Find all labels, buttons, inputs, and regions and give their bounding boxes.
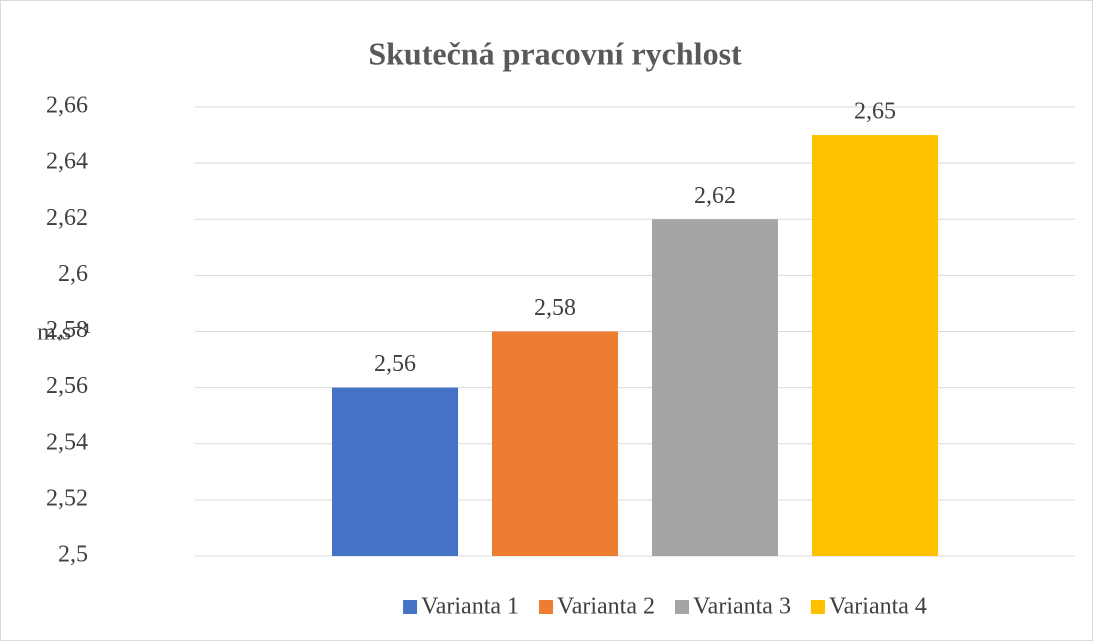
y-tick-label: 2,56 [46,373,88,399]
legend-swatch [539,600,554,614]
bar [492,331,619,556]
y-tick-label: 2,58 [46,317,88,343]
y-tick-label: 2,5 [58,542,88,568]
bar [651,219,778,556]
y-tick-label: 2,64 [46,149,88,175]
y-tick-label: 2,6 [58,261,88,287]
y-axis-label: m.s⁻¹ [37,320,91,346]
legend-swatch [675,600,689,614]
bar [332,387,459,556]
bar [811,135,938,556]
legend-label: Varianta 2 [557,594,655,620]
data-label: 2,56 [374,351,416,377]
legend-label: Varianta 3 [693,594,791,620]
y-tick-label: 2,62 [46,205,88,231]
legend-swatch [810,600,825,614]
y-tick-label: 2,52 [46,485,88,511]
data-label: 2,65 [854,99,896,125]
y-tick-label: 2,54 [46,429,88,455]
data-label: 2,62 [694,183,736,209]
legend-label: Varianta 1 [421,594,519,620]
y-tick-label: 2,66 [46,93,88,119]
chart-title: Skutečná pracovní rychlost [368,35,742,71]
legend-swatch [403,600,418,614]
data-label: 2,58 [534,295,576,321]
legend-label: Varianta 4 [829,594,927,620]
